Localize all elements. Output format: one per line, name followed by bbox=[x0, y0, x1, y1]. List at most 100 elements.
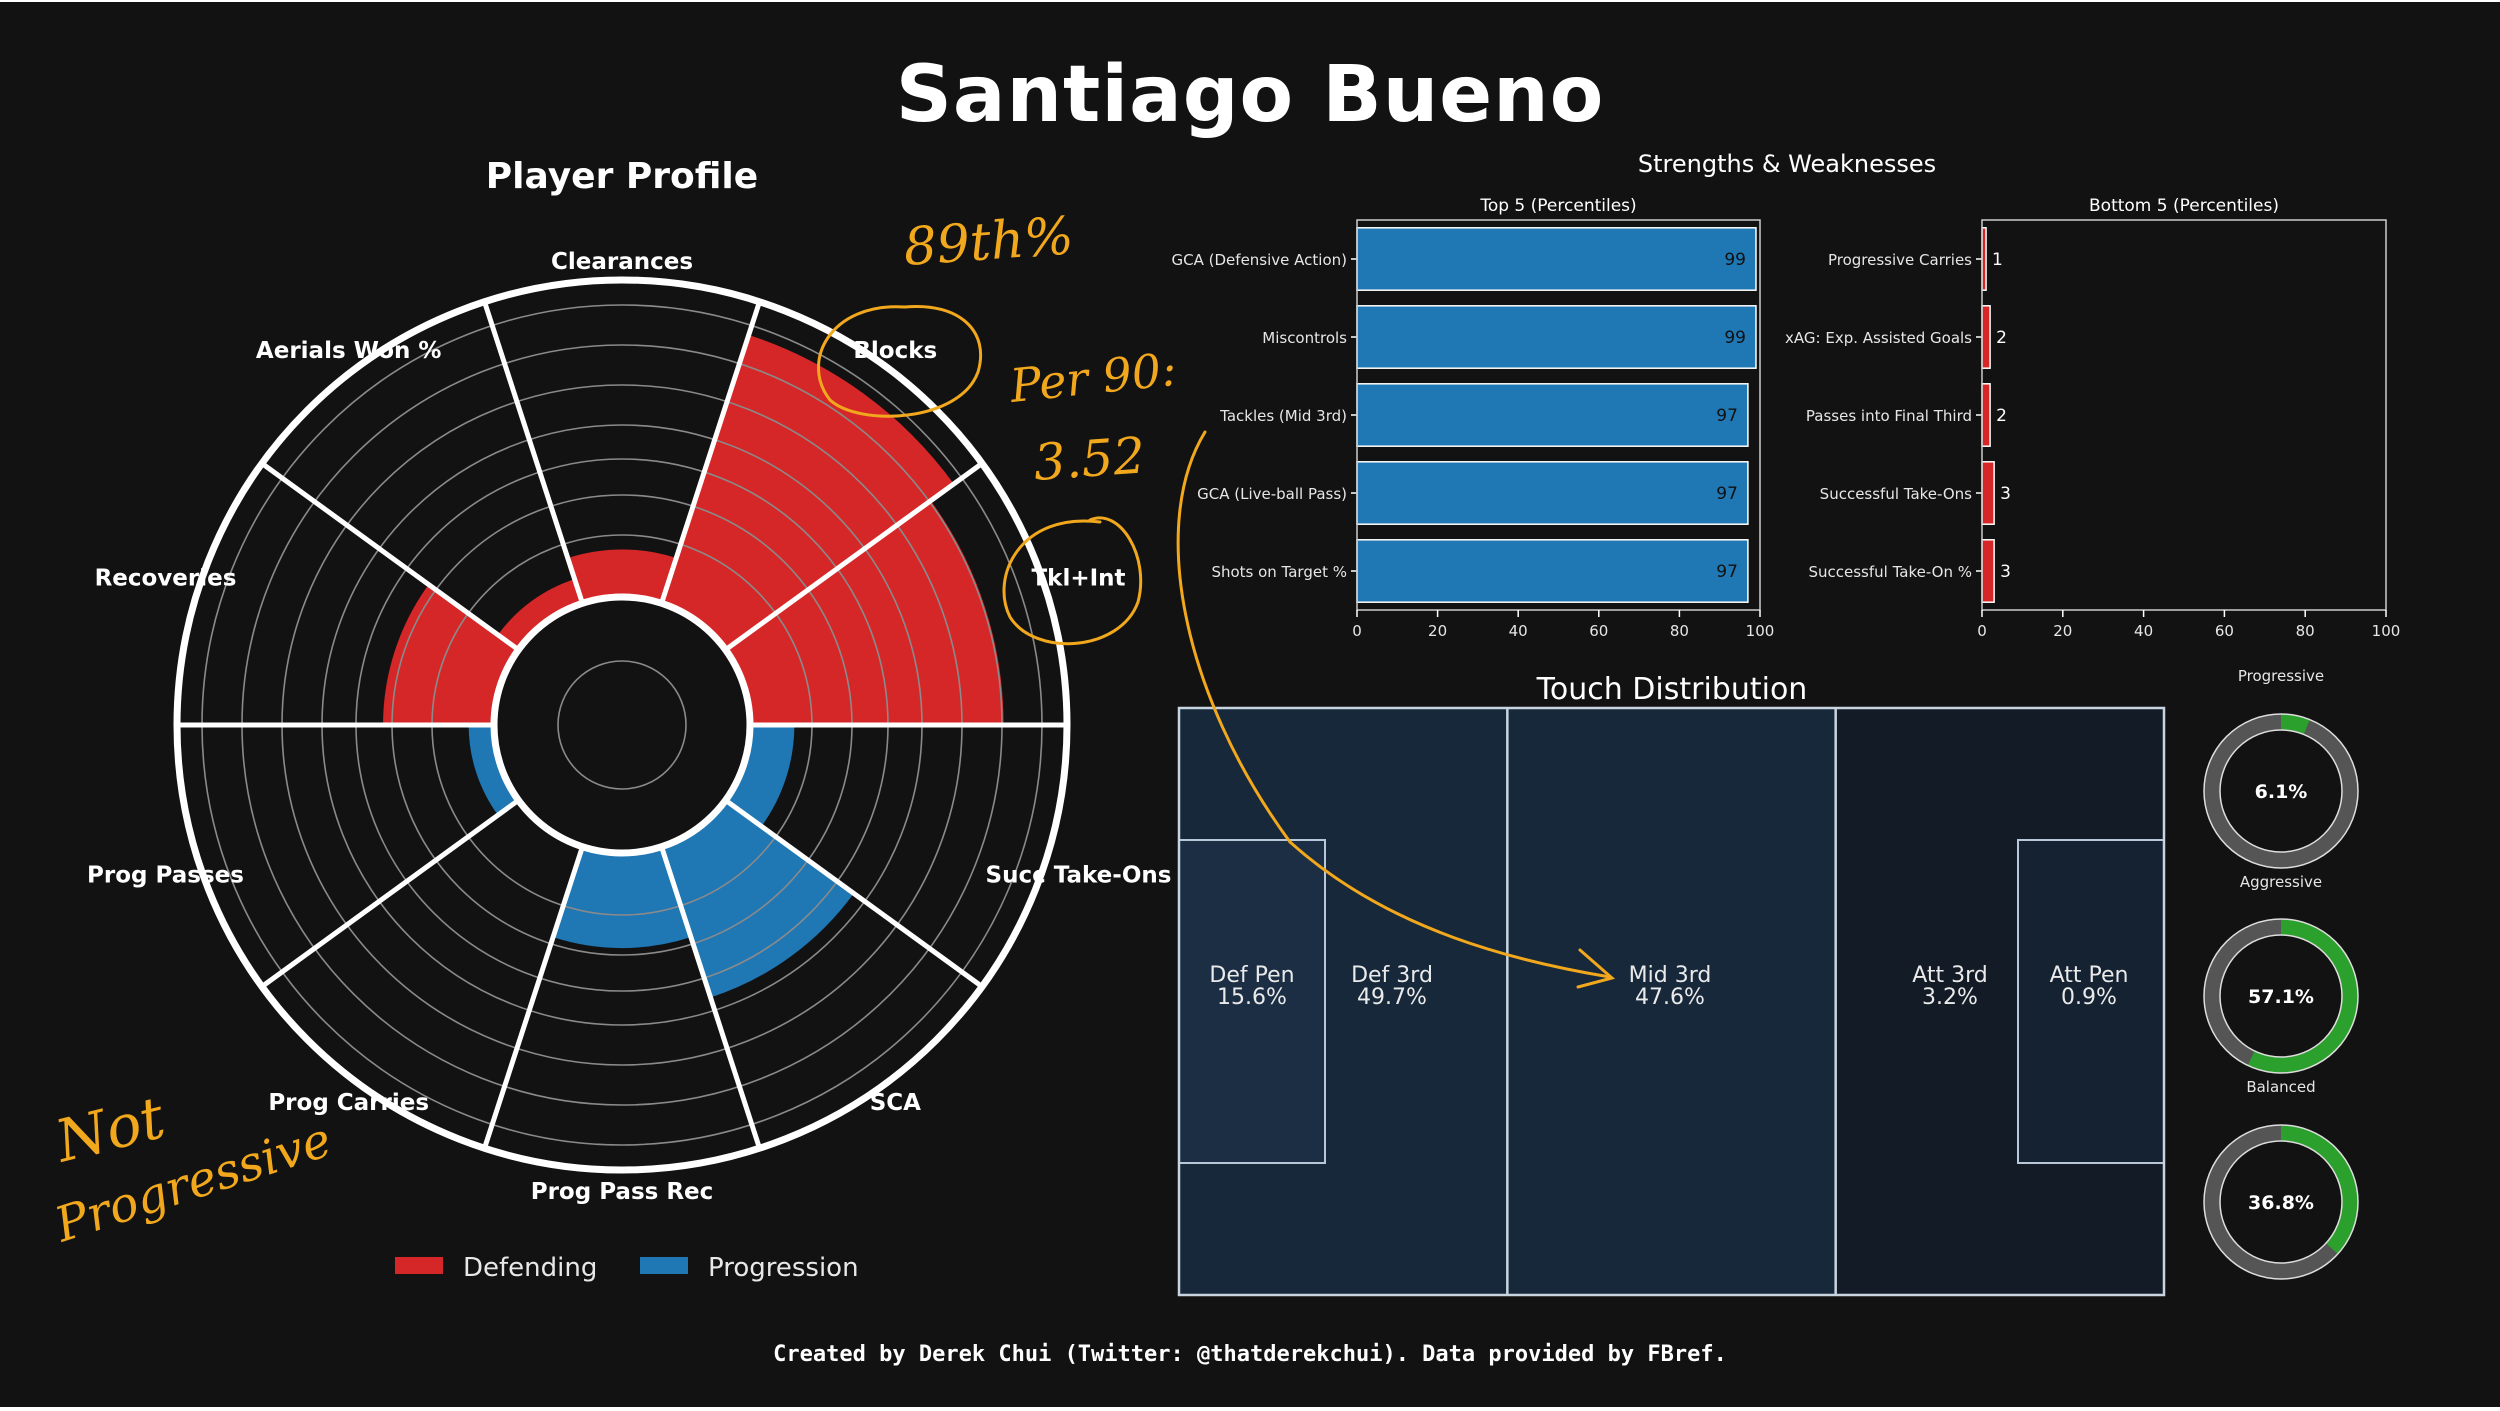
zone-def-pen bbox=[1178, 839, 1326, 1164]
top5-chart-value: 99 bbox=[1724, 328, 1746, 348]
donut-progressive: Progressive 6.1% bbox=[2203, 667, 2359, 869]
radar-label: Clearances bbox=[551, 249, 693, 275]
radar-label: Prog Passes bbox=[87, 862, 244, 888]
radar-label: Prog Pass Rec bbox=[531, 1179, 714, 1205]
top5-chart-xtick-label: 60 bbox=[1589, 622, 1608, 640]
top5-chart-bar bbox=[1356, 227, 1757, 291]
bottom5-chart-value: 1 bbox=[1992, 250, 2003, 270]
top5-chart-value: 97 bbox=[1716, 406, 1738, 426]
bottom5-chart-bar bbox=[1981, 461, 1995, 525]
radar-inner-ring bbox=[490, 593, 754, 857]
donut-value: 57.1% bbox=[2248, 986, 2314, 1008]
legend-label-defending: Defending bbox=[463, 1253, 597, 1283]
bottom5-chart-bar bbox=[1981, 383, 1991, 447]
radar-spoke bbox=[482, 845, 585, 1149]
annotation-circle-tklint bbox=[1002, 516, 1143, 646]
zone-att-pen bbox=[2017, 839, 2165, 1164]
donut-label: Progressive bbox=[2238, 667, 2324, 685]
radar-sector-clearances bbox=[567, 549, 677, 604]
radar-label: Blocks bbox=[853, 338, 937, 364]
donut-fill bbox=[2280, 714, 2310, 735]
top5-chart-bar bbox=[1356, 383, 1749, 447]
top5-chart-frame bbox=[1356, 219, 1761, 611]
bottom5-chart-xtick-label: 0 bbox=[1977, 622, 1987, 640]
touch-title: Touch Distribution bbox=[1536, 672, 1808, 707]
radar-spoke bbox=[724, 798, 984, 989]
radar-label: SCA bbox=[870, 1090, 921, 1116]
radar-label: Prog Carries bbox=[268, 1090, 429, 1116]
zone-label: Att 3rd bbox=[1912, 963, 1988, 988]
zone-mid-third bbox=[1507, 708, 1836, 1295]
radar-sector-prog-pass-rec bbox=[553, 846, 691, 949]
radar-label: Tkl+Int bbox=[1031, 566, 1125, 592]
annotation-arrow bbox=[1176, 430, 1612, 979]
top5-chart-ylabel: Miscontrols bbox=[1262, 329, 1347, 347]
bottom5-chart-ylabel: Passes into Final Third bbox=[1806, 407, 1972, 425]
bottom5-chart-xtick-label: 100 bbox=[2372, 622, 2401, 640]
top5-chart-xtick-label: 20 bbox=[1428, 622, 1447, 640]
radar-sector-tkl-int bbox=[725, 500, 1004, 725]
annotation-not: Not bbox=[47, 1083, 172, 1176]
bottom5-chart-bar bbox=[1981, 539, 1995, 603]
donut-fill bbox=[2247, 919, 2358, 1073]
top5-chart: Top 5 (Percentiles) GCA (Defensive Action… bbox=[1172, 196, 1775, 640]
radar-spoke bbox=[260, 798, 520, 989]
zone-value: 47.6% bbox=[1635, 985, 1705, 1010]
pitch-outline bbox=[1177, 706, 2166, 1297]
radar-sector-succ-take-ons bbox=[725, 725, 795, 827]
strengths-suptitle: Strengths & Weaknesses bbox=[1638, 150, 1936, 178]
top5-chart-bar bbox=[1356, 461, 1749, 525]
annotation-circle-blocks bbox=[817, 304, 983, 418]
top5-chart-ylabel: GCA (Defensive Action) bbox=[1172, 251, 1347, 269]
radar-sector-aerials-won- bbox=[497, 579, 583, 650]
radar-chart: Player Profile Clearances Blocks Tkl+Int Suc… bbox=[87, 156, 1171, 1283]
donut-outer-edge bbox=[2203, 1124, 2359, 1280]
top5-chart-value: 97 bbox=[1716, 562, 1738, 582]
legend-swatch-progression bbox=[640, 1257, 688, 1274]
bottom5-chart-xtick-label: 60 bbox=[2215, 622, 2234, 640]
top5-chart-ylabel: Shots on Target % bbox=[1211, 563, 1347, 581]
radar-spoke bbox=[659, 845, 762, 1149]
radar-label: Succ Take-Ons bbox=[986, 862, 1172, 888]
legend-label-progression: Progression bbox=[708, 1253, 859, 1283]
top5-chart-value: 97 bbox=[1716, 484, 1738, 504]
radar-sector-sca bbox=[661, 800, 854, 998]
radar-sector-prog-passes bbox=[468, 725, 519, 816]
donut-value: 6.1% bbox=[2255, 781, 2308, 803]
donut-inner-edge bbox=[2219, 934, 2343, 1058]
radar-spoke bbox=[724, 461, 984, 652]
bottom5-chart-frame bbox=[1981, 219, 2387, 611]
credit-footer: Created by Derek Chui (Twitter: @thatder… bbox=[773, 1342, 1727, 1367]
radar-spoke bbox=[659, 301, 762, 605]
donut-inner-edge bbox=[2219, 1140, 2343, 1264]
zone-value: 0.9% bbox=[2061, 985, 2117, 1010]
annotation-per90-label: Per 90: bbox=[1007, 342, 1179, 413]
top5-chart-title: Top 5 (Percentiles) bbox=[1479, 196, 1636, 216]
donut-label: Balanced bbox=[2246, 1078, 2315, 1096]
donut-balanced: Balanced 36.8% bbox=[2203, 1078, 2359, 1280]
top5-chart-xtick-label: 0 bbox=[1352, 622, 1362, 640]
radar-spoke bbox=[482, 301, 585, 605]
zone-value: 3.2% bbox=[1922, 985, 1978, 1010]
page-title: Santiago Bueno bbox=[895, 50, 1605, 140]
bottom5-chart: Bottom 5 (Percentiles) Progressive Carrie… bbox=[1785, 196, 2400, 640]
zone-value: 49.7% bbox=[1357, 985, 1427, 1010]
top5-chart-ylabel: Tackles (Mid 3rd) bbox=[1219, 407, 1347, 425]
donut-inner-edge bbox=[2219, 729, 2343, 853]
legend-swatch-defending bbox=[395, 1257, 443, 1274]
top5-chart-xtick-label: 40 bbox=[1509, 622, 1528, 640]
radar-grid-ring bbox=[557, 660, 687, 790]
bottom5-chart-ylabel: Successful Take-Ons bbox=[1820, 485, 1972, 503]
radar-title: Player Profile bbox=[486, 156, 758, 197]
bottom5-chart-ylabel: Progressive Carries bbox=[1828, 251, 1972, 269]
bottom5-chart-ylabel: xAG: Exp. Assisted Goals bbox=[1785, 329, 1972, 347]
annotation-per90-value: 3.52 bbox=[1032, 426, 1147, 492]
bottom5-chart-xtick-label: 40 bbox=[2134, 622, 2153, 640]
top5-chart-ylabel: GCA (Live-ball Pass) bbox=[1197, 485, 1347, 503]
zone-label: Def 3rd bbox=[1351, 963, 1433, 988]
top5-chart-bar bbox=[1356, 305, 1757, 369]
bottom5-chart-value: 3 bbox=[2000, 562, 2011, 582]
